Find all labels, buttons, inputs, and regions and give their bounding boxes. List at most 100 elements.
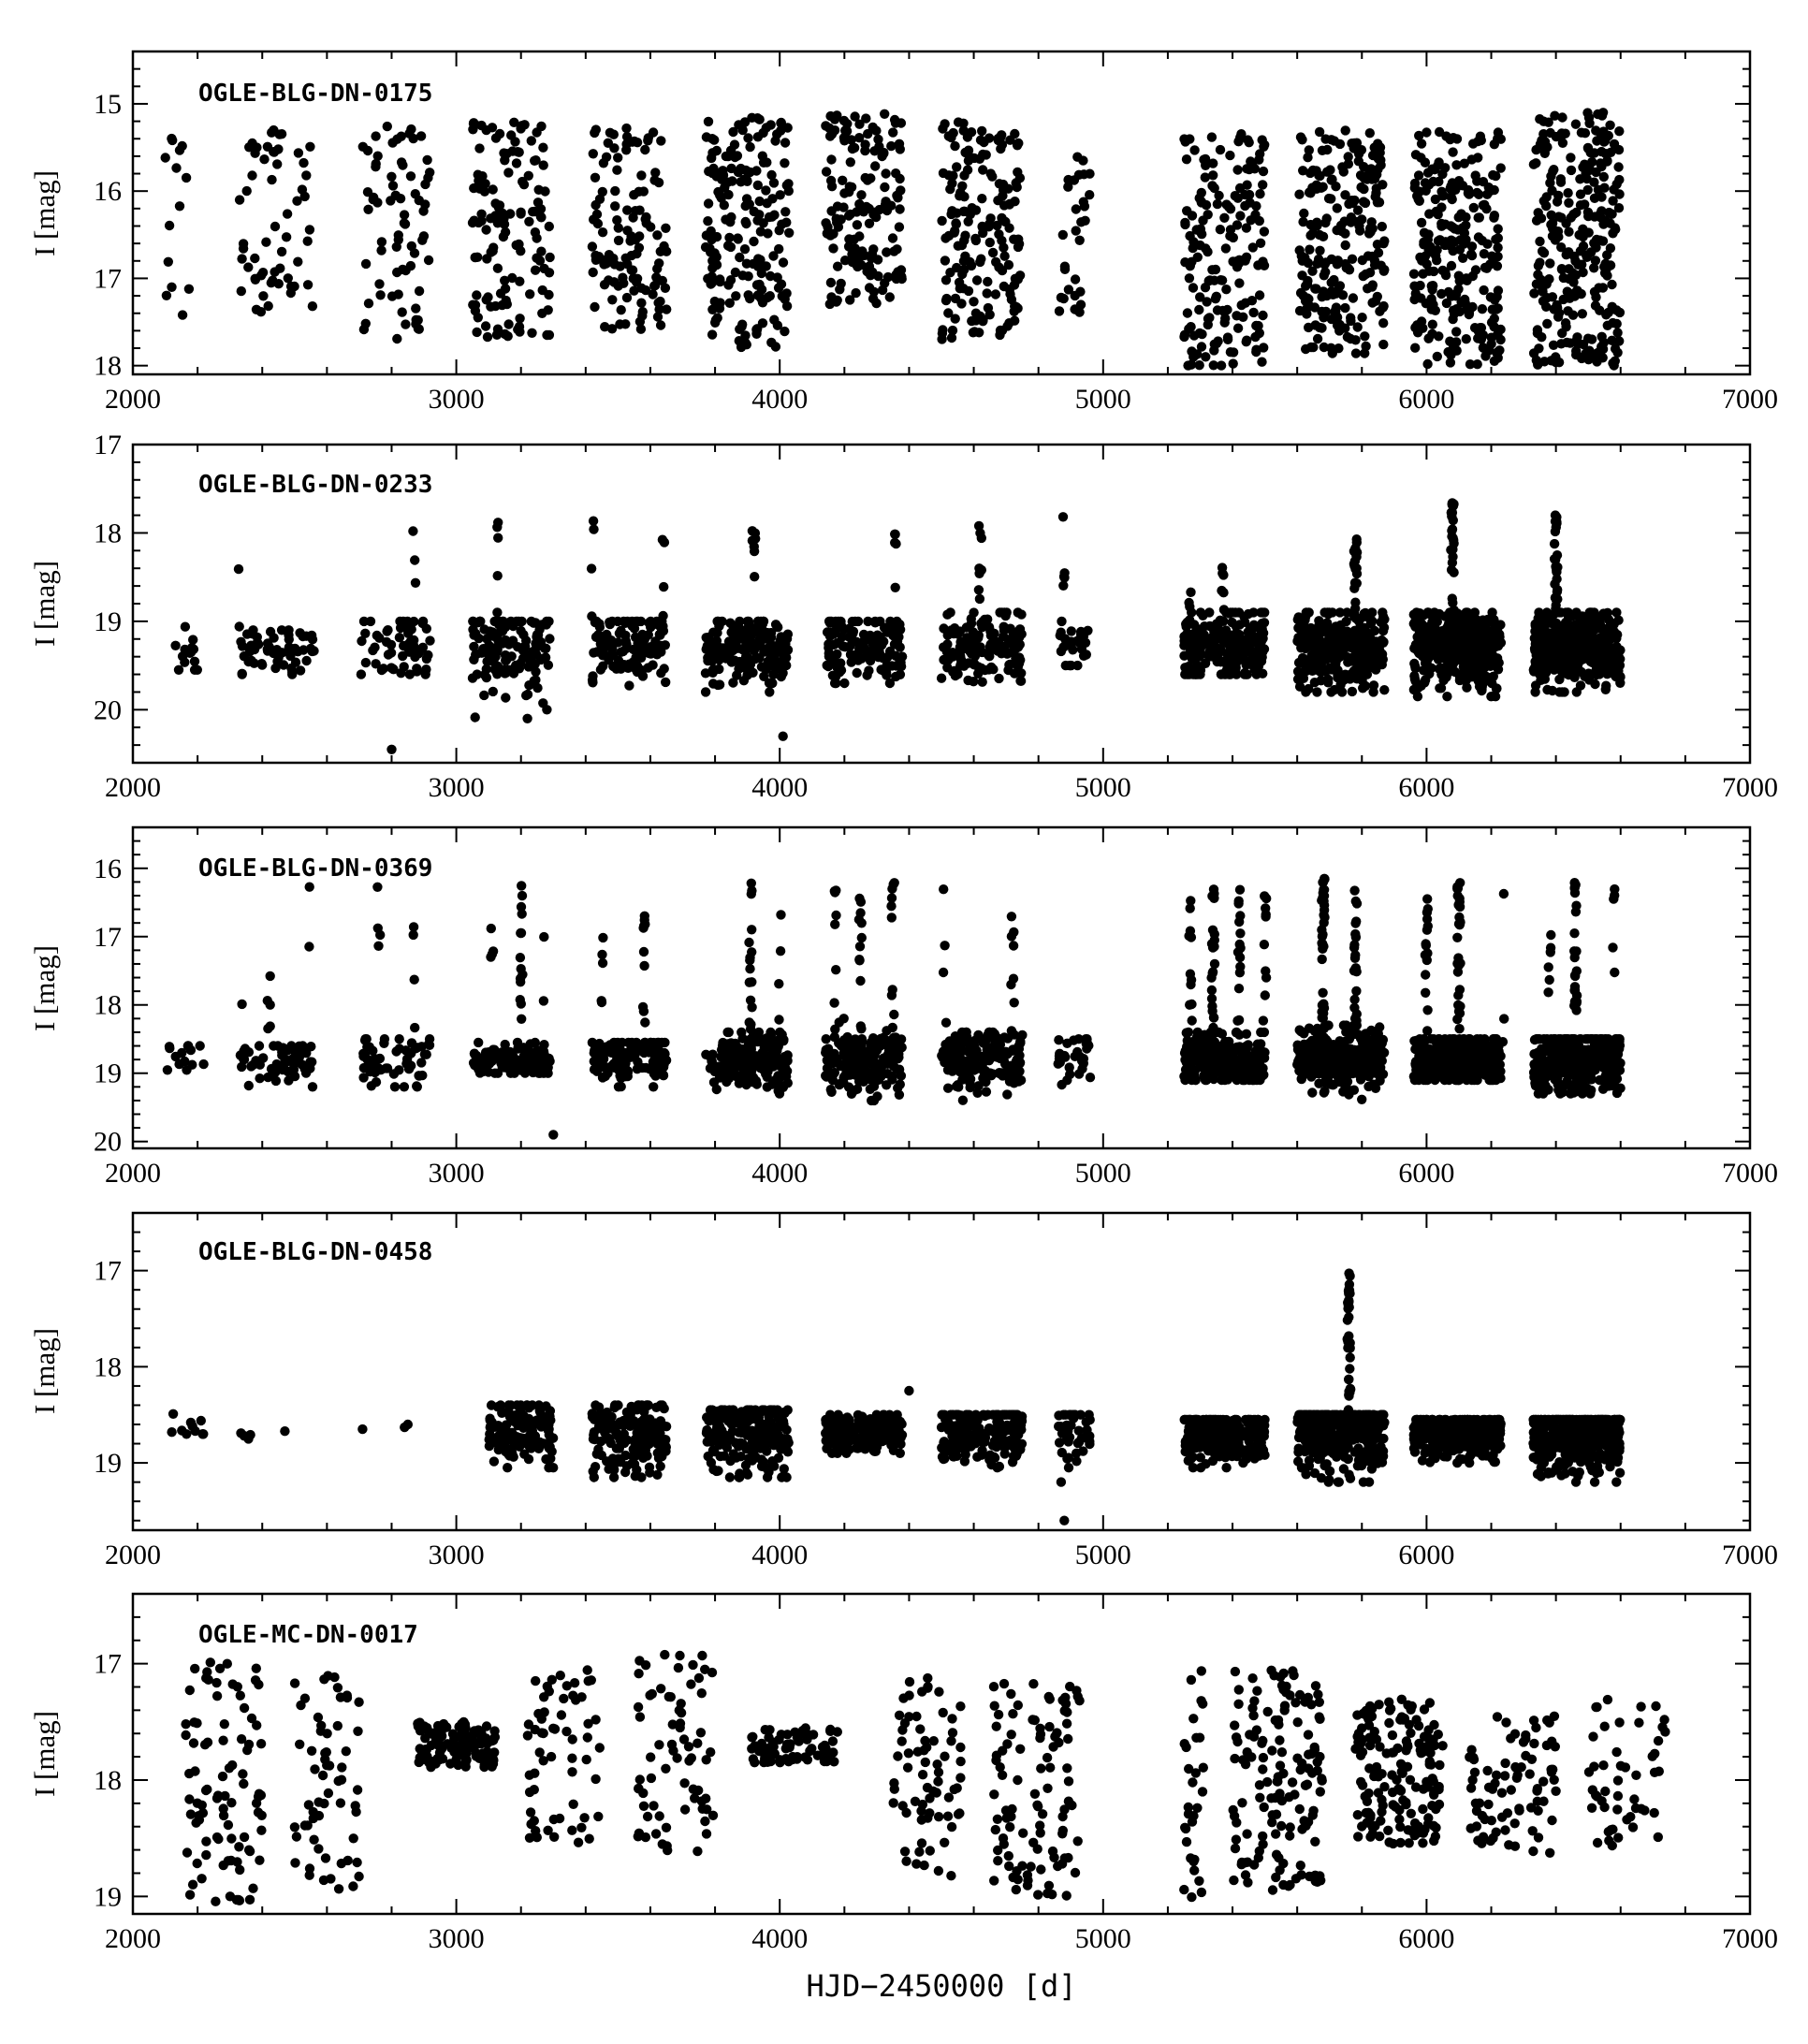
data-point xyxy=(608,661,619,672)
y-tick-label: 18 xyxy=(94,351,122,382)
data-point xyxy=(1436,221,1447,231)
data-point xyxy=(1601,643,1611,654)
data-point xyxy=(637,671,649,681)
data-point xyxy=(500,284,511,294)
data-point xyxy=(1376,260,1387,270)
data-point xyxy=(1447,532,1457,542)
data-point xyxy=(1259,226,1270,237)
y-tick-label: 20 xyxy=(94,694,122,725)
data-point xyxy=(784,227,795,238)
data-point xyxy=(1057,229,1069,241)
data-point xyxy=(1597,331,1607,342)
y-tick-label: 17 xyxy=(94,430,122,460)
data-point xyxy=(357,141,368,152)
data-point xyxy=(287,669,298,679)
data-point xyxy=(1413,170,1424,181)
data-point xyxy=(826,182,838,192)
data-point xyxy=(1307,182,1318,193)
data-point xyxy=(978,165,988,175)
data-point xyxy=(650,168,661,178)
data-point xyxy=(1614,174,1625,185)
data-point xyxy=(1556,128,1567,139)
data-point xyxy=(703,216,713,226)
data-point xyxy=(1597,343,1609,355)
data-point xyxy=(1361,341,1371,352)
data-point xyxy=(707,148,718,158)
data-point xyxy=(1373,164,1383,175)
data-point xyxy=(1590,300,1601,311)
data-point xyxy=(1590,679,1600,690)
data-point xyxy=(1576,127,1587,138)
data-point xyxy=(627,616,637,627)
data-point xyxy=(1414,130,1424,141)
data-point xyxy=(966,127,977,138)
data-point xyxy=(1013,642,1024,652)
data-point xyxy=(1408,609,1420,620)
data-point xyxy=(1563,306,1573,316)
data-point xyxy=(1368,680,1379,691)
data-point xyxy=(1309,302,1320,313)
data-point xyxy=(895,173,905,184)
data-point xyxy=(730,267,741,278)
data-point xyxy=(875,634,885,645)
data-point xyxy=(1475,635,1486,646)
data-point xyxy=(659,241,669,252)
data-point xyxy=(1589,212,1600,222)
data-point xyxy=(889,639,900,650)
data-point xyxy=(606,324,618,334)
data-point xyxy=(366,1081,376,1091)
data-point xyxy=(234,195,245,205)
data-point xyxy=(1607,209,1617,219)
data-point xyxy=(1070,274,1081,285)
data-point xyxy=(509,117,519,127)
data-point xyxy=(864,283,875,293)
data-point xyxy=(1255,149,1265,159)
data-point xyxy=(1316,645,1326,655)
data-point xyxy=(640,214,650,225)
data-point xyxy=(825,277,837,288)
data-point xyxy=(1058,580,1069,591)
data-point xyxy=(591,250,601,261)
data-point xyxy=(1415,252,1425,263)
data-point xyxy=(880,109,890,120)
data-point xyxy=(976,619,986,629)
data-point xyxy=(936,673,947,683)
data-point xyxy=(1235,211,1246,221)
data-point xyxy=(381,636,392,648)
data-point xyxy=(738,631,750,641)
data-point xyxy=(888,621,898,632)
data-point xyxy=(1060,660,1072,671)
data-point xyxy=(493,533,503,543)
data-point xyxy=(1010,315,1020,326)
data-point xyxy=(386,171,397,182)
data-point xyxy=(723,636,735,647)
data-point xyxy=(1360,331,1370,342)
data-point xyxy=(1208,158,1218,168)
data-point xyxy=(1348,293,1359,303)
data-point xyxy=(357,635,367,647)
data-point xyxy=(1344,198,1354,210)
data-point xyxy=(994,673,1004,684)
data-point xyxy=(594,621,605,633)
data-point xyxy=(1414,196,1425,206)
data-point xyxy=(741,218,751,229)
data-point xyxy=(982,288,992,299)
data-point xyxy=(276,246,287,257)
data-point xyxy=(1440,663,1451,673)
data-point xyxy=(724,651,735,663)
data-point xyxy=(1314,620,1324,631)
star-name-label: OGLE-BLG-DN-0233 xyxy=(198,471,432,499)
data-point xyxy=(1581,348,1592,358)
data-point xyxy=(1195,664,1205,675)
x-tick-label: 3000 xyxy=(429,772,485,803)
data-point xyxy=(1059,634,1071,644)
data-point xyxy=(890,582,900,592)
data-point xyxy=(1340,228,1350,239)
data-point xyxy=(768,251,779,261)
data-point xyxy=(1323,609,1334,620)
data-point xyxy=(474,1037,484,1048)
data-point xyxy=(1218,605,1230,615)
data-point xyxy=(1188,283,1199,293)
data-point xyxy=(587,611,597,621)
data-point xyxy=(396,157,407,168)
